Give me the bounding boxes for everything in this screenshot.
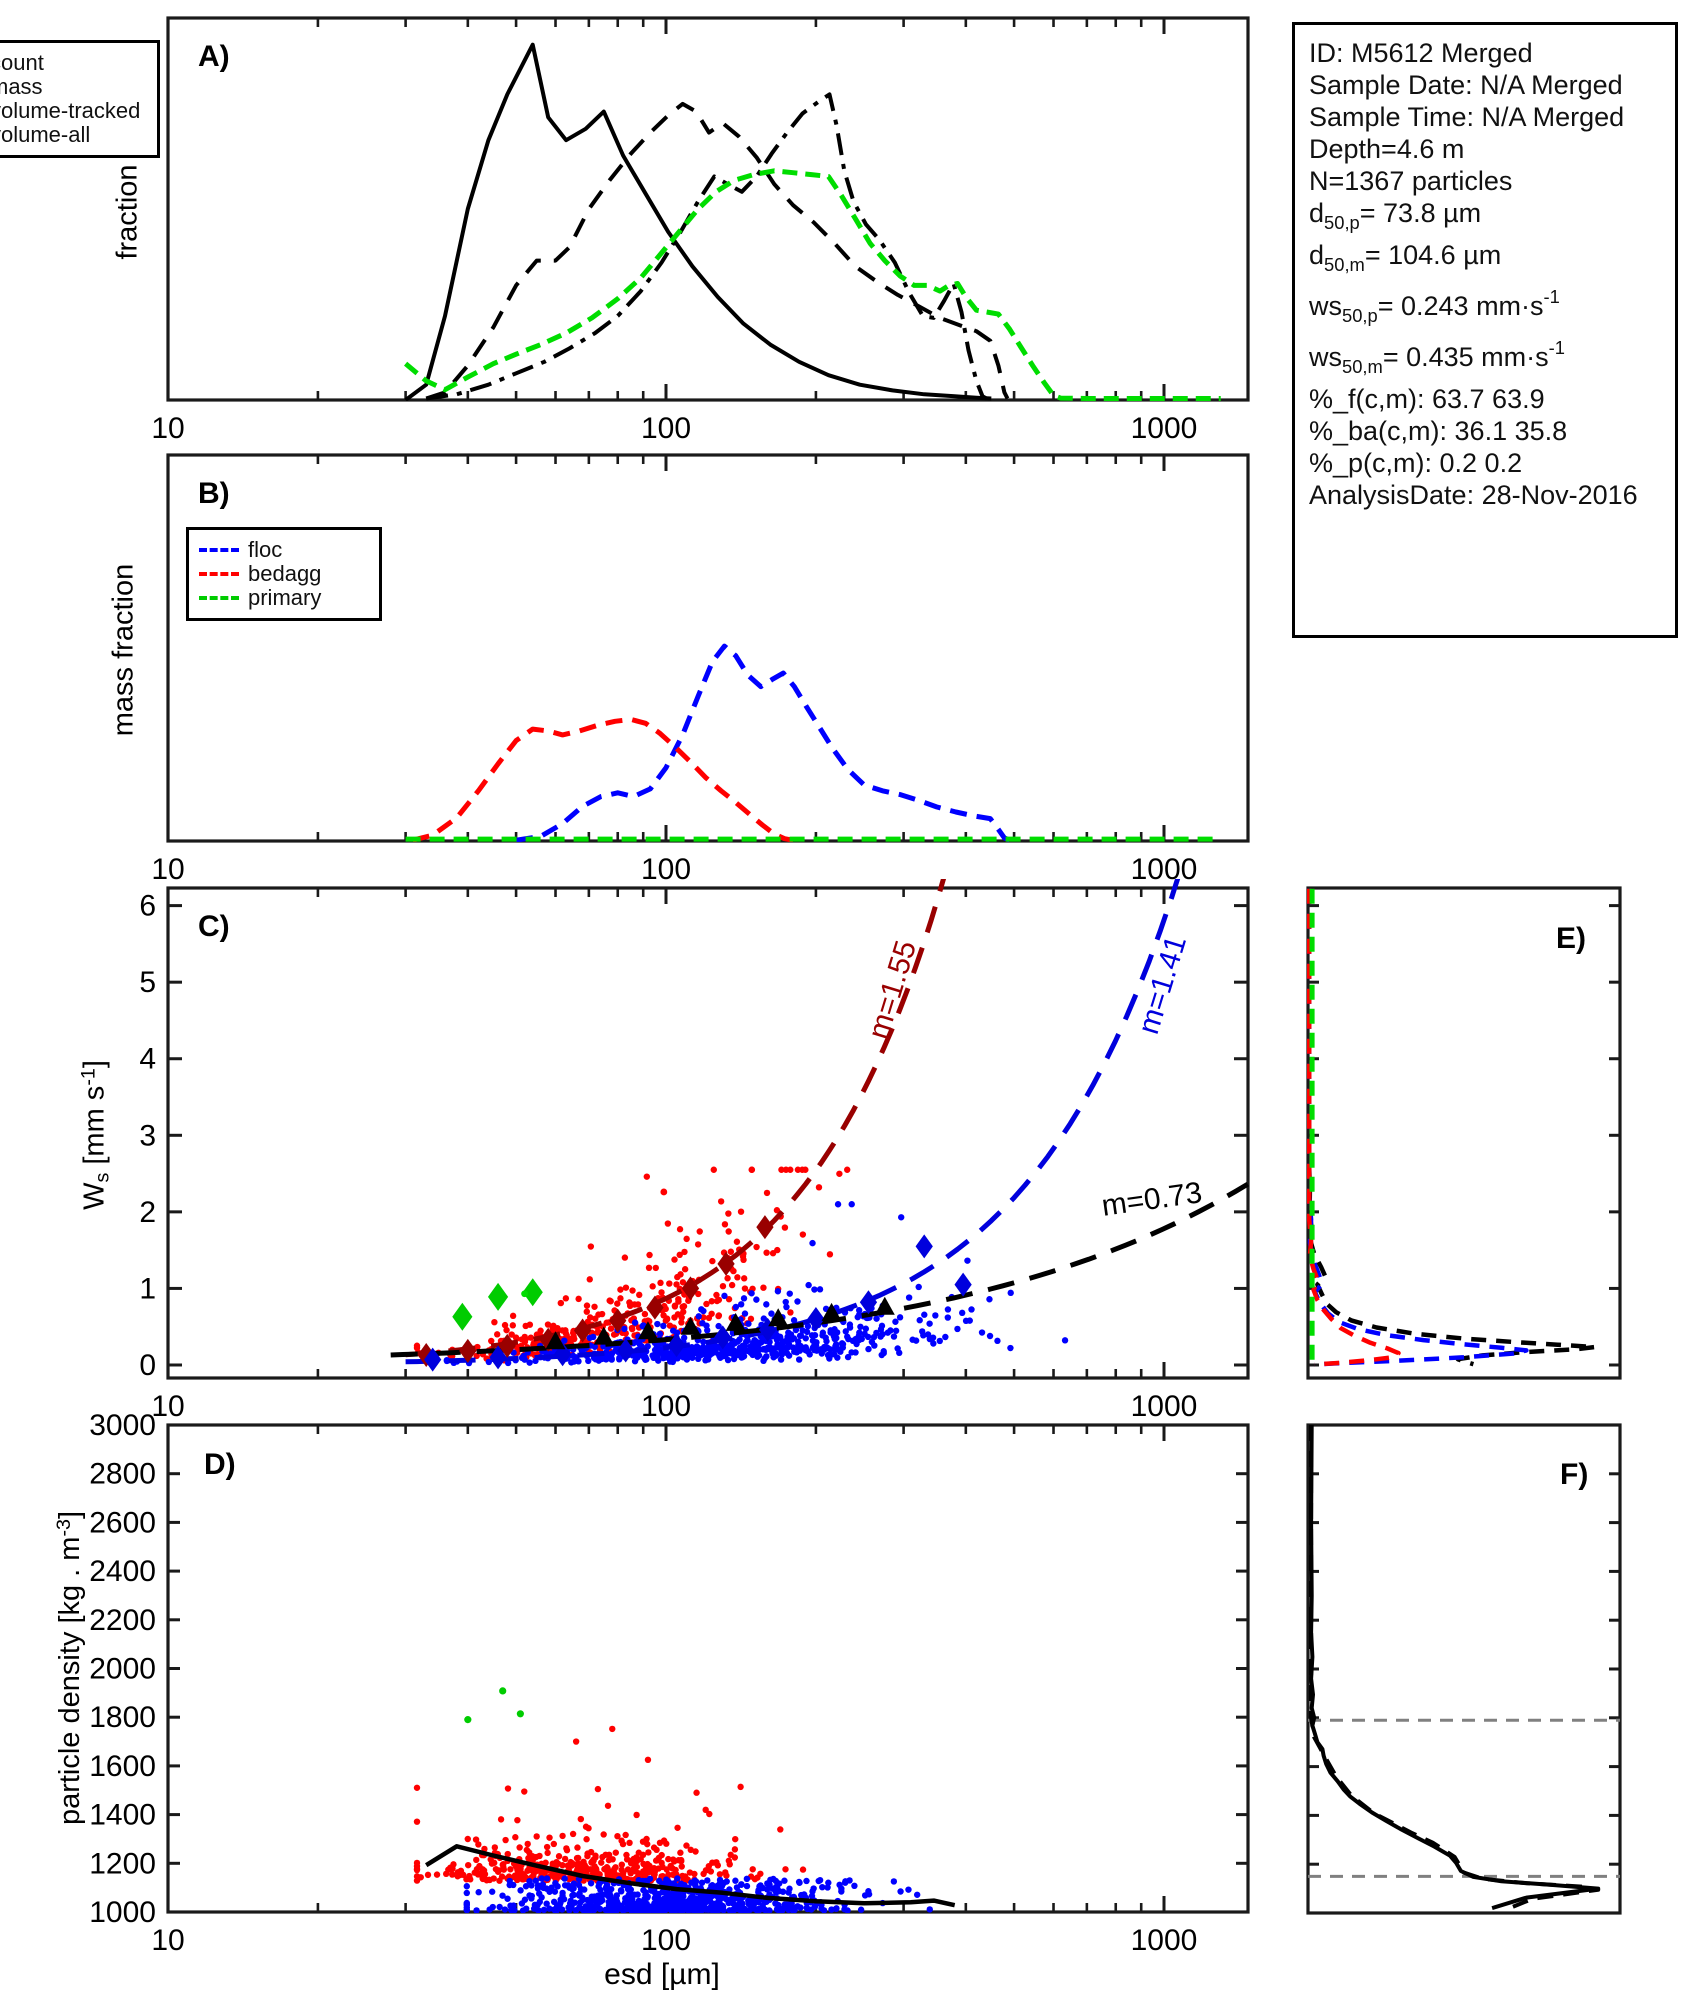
info-line: %_f(c,m): 63.7 63.9 bbox=[1309, 384, 1545, 415]
svg-text:0: 0 bbox=[139, 1349, 156, 1382]
svg-text:10: 10 bbox=[151, 853, 184, 886]
legend-item-label: primary bbox=[248, 585, 322, 610]
svg-text:10: 10 bbox=[151, 1924, 184, 1957]
panel-f-label: F) bbox=[1560, 1458, 1589, 1491]
panel-a-label: A) bbox=[198, 40, 230, 73]
axis-label-mass-fraction: mass fraction bbox=[107, 563, 140, 737]
legend-item: volume-all bbox=[0, 122, 147, 147]
panel-b-label: B) bbox=[198, 477, 230, 510]
svg-text:6: 6 bbox=[139, 890, 156, 923]
legend-item-label: count bbox=[0, 50, 44, 75]
info-line: Depth=4.6 m bbox=[1309, 134, 1465, 164]
legend-line-sample bbox=[199, 596, 239, 600]
panel-d-label: D) bbox=[204, 1448, 236, 1481]
svg-text:2: 2 bbox=[139, 1196, 156, 1229]
info-line: %_p(c,m): 0.2 0.2 bbox=[1309, 448, 1523, 479]
info-line: ws50,p= 0.243 mm·s-1 bbox=[1309, 286, 1560, 327]
legend-item: floc bbox=[199, 537, 369, 562]
svg-text:3: 3 bbox=[139, 1119, 156, 1152]
svg-text:10: 10 bbox=[151, 1390, 184, 1423]
info-line: AnalysisDate: 28-Nov-2016 bbox=[1309, 480, 1638, 511]
svg-text:2800: 2800 bbox=[89, 1458, 156, 1491]
svg-text:100: 100 bbox=[641, 1924, 691, 1957]
legend-item-label: bedagg bbox=[248, 561, 322, 586]
legend-item-label: mass bbox=[0, 74, 43, 99]
info-line: d50,m= 104.6 µm bbox=[1309, 240, 1502, 276]
info-line: d50,p= 73.8 µm bbox=[1309, 198, 1482, 234]
panel-c-label: C) bbox=[198, 910, 230, 943]
legend-item: mass bbox=[0, 74, 147, 99]
legend-item: primary bbox=[199, 585, 369, 610]
svg-text:100: 100 bbox=[641, 412, 691, 445]
svg-text:2600: 2600 bbox=[89, 1506, 156, 1539]
svg-text:10: 10 bbox=[151, 412, 184, 445]
svg-text:2200: 2200 bbox=[89, 1604, 156, 1637]
svg-text:1000: 1000 bbox=[1131, 412, 1198, 445]
svg-text:2000: 2000 bbox=[89, 1653, 156, 1686]
svg-text:4: 4 bbox=[139, 1043, 156, 1076]
svg-text:100: 100 bbox=[641, 853, 691, 886]
svg-text:1000: 1000 bbox=[89, 1896, 156, 1929]
info-line: Sample Date: N/A Merged bbox=[1309, 70, 1623, 100]
info-line: ID: M5612 Merged bbox=[1309, 38, 1533, 68]
axis-label-particle-density: particle density [kg . m-3] bbox=[53, 1510, 86, 1826]
axis-label-esd: esd [µm] bbox=[604, 1958, 720, 1991]
legend-panel-b: floc bedagg primary bbox=[186, 527, 382, 621]
svg-text:1600: 1600 bbox=[89, 1750, 156, 1783]
legend-item: bedagg bbox=[199, 561, 369, 586]
legend-item: volume-tracked bbox=[0, 98, 147, 123]
svg-text:1200: 1200 bbox=[89, 1847, 156, 1880]
info-line: N=1367 particles bbox=[1309, 166, 1513, 196]
legend-line-sample bbox=[199, 572, 239, 576]
legend-item-label: volume-tracked bbox=[0, 98, 141, 123]
svg-text:1000: 1000 bbox=[1131, 1390, 1198, 1423]
svg-text:5: 5 bbox=[139, 966, 156, 999]
info-line: ws50,m= 0.435 mm·s-1 bbox=[1309, 337, 1565, 378]
panel-e-label: E) bbox=[1556, 922, 1586, 955]
svg-text:1: 1 bbox=[139, 1272, 156, 1305]
legend-item-label: floc bbox=[248, 537, 283, 562]
svg-text:1400: 1400 bbox=[89, 1799, 156, 1832]
legend-item: count bbox=[0, 50, 147, 75]
svg-text:100: 100 bbox=[641, 1390, 691, 1423]
info-line: Sample Time: N/A Merged bbox=[1309, 102, 1625, 132]
axis-label-fraction: fraction bbox=[111, 164, 144, 260]
legend-item-label: volume-all bbox=[0, 122, 91, 147]
info-line: %_ba(c,m): 36.1 35.8 bbox=[1309, 416, 1568, 447]
svg-text:1800: 1800 bbox=[89, 1701, 156, 1734]
svg-text:1000: 1000 bbox=[1131, 853, 1198, 886]
legend-line-sample bbox=[199, 548, 239, 552]
axis-label-settling-velocity: Ws [mm s-1] bbox=[77, 1060, 114, 1210]
sample-info-box: ID: M5612 Merged Sample Date: N/A Merged S… bbox=[1292, 22, 1678, 638]
svg-text:1000: 1000 bbox=[1131, 1924, 1198, 1957]
svg-text:3000: 3000 bbox=[89, 1409, 156, 1442]
svg-text:2400: 2400 bbox=[89, 1555, 156, 1588]
